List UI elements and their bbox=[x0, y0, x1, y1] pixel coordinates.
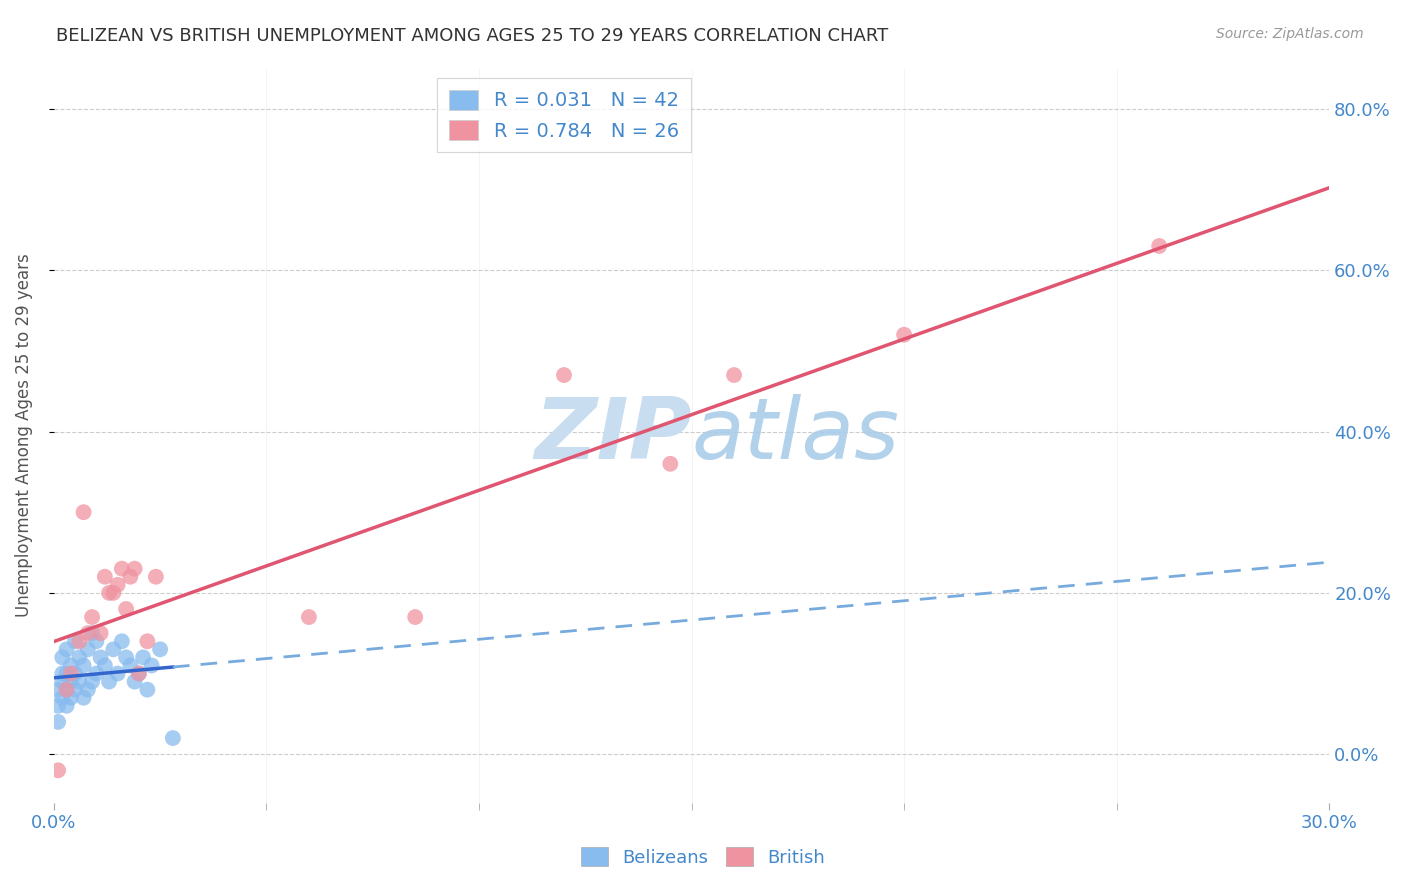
Point bbox=[94, 658, 117, 673]
Point bbox=[103, 642, 125, 657]
Point bbox=[63, 666, 86, 681]
Point bbox=[59, 658, 82, 673]
Point bbox=[55, 682, 77, 697]
Point bbox=[298, 610, 321, 624]
Point bbox=[76, 626, 98, 640]
Point bbox=[82, 626, 104, 640]
Point bbox=[90, 650, 112, 665]
Point bbox=[103, 586, 125, 600]
Point bbox=[90, 626, 112, 640]
Text: Source: ZipAtlas.com: Source: ZipAtlas.com bbox=[1216, 27, 1364, 41]
Point bbox=[63, 634, 86, 648]
Point bbox=[98, 674, 121, 689]
Point bbox=[46, 698, 69, 713]
Point bbox=[76, 682, 98, 697]
Point bbox=[723, 368, 745, 382]
Point bbox=[107, 578, 129, 592]
Point bbox=[404, 610, 426, 624]
Point bbox=[111, 562, 134, 576]
Point bbox=[115, 650, 138, 665]
Legend: R = 0.031   N = 42, R = 0.784   N = 26: R = 0.031 N = 42, R = 0.784 N = 26 bbox=[437, 78, 690, 153]
Point bbox=[94, 570, 117, 584]
Point bbox=[76, 642, 98, 657]
Point bbox=[1147, 239, 1170, 253]
Point bbox=[124, 674, 146, 689]
Point bbox=[111, 634, 134, 648]
Point bbox=[86, 634, 108, 648]
Point bbox=[659, 457, 682, 471]
Point bbox=[162, 731, 184, 745]
Point bbox=[72, 658, 94, 673]
Point bbox=[128, 666, 150, 681]
Point bbox=[63, 682, 86, 697]
Point bbox=[893, 327, 915, 342]
Text: atlas: atlas bbox=[692, 394, 900, 477]
Point bbox=[149, 642, 172, 657]
Legend: Belizeans, British: Belizeans, British bbox=[574, 840, 832, 874]
Y-axis label: Unemployment Among Ages 25 to 29 years: Unemployment Among Ages 25 to 29 years bbox=[15, 253, 32, 617]
Point bbox=[55, 642, 77, 657]
Point bbox=[86, 666, 108, 681]
Point bbox=[55, 666, 77, 681]
Point bbox=[120, 570, 142, 584]
Point bbox=[141, 658, 163, 673]
Point bbox=[136, 634, 159, 648]
Point bbox=[107, 666, 129, 681]
Point bbox=[51, 690, 73, 705]
Point bbox=[59, 674, 82, 689]
Point bbox=[46, 714, 69, 729]
Point bbox=[124, 562, 146, 576]
Point bbox=[51, 674, 73, 689]
Point bbox=[98, 586, 121, 600]
Point bbox=[115, 602, 138, 616]
Point bbox=[72, 505, 94, 519]
Point bbox=[145, 570, 167, 584]
Text: ZIP: ZIP bbox=[534, 394, 692, 477]
Point bbox=[553, 368, 575, 382]
Text: BELIZEAN VS BRITISH UNEMPLOYMENT AMONG AGES 25 TO 29 YEARS CORRELATION CHART: BELIZEAN VS BRITISH UNEMPLOYMENT AMONG A… bbox=[56, 27, 889, 45]
Point bbox=[132, 650, 155, 665]
Point bbox=[46, 764, 69, 778]
Point bbox=[67, 650, 90, 665]
Point bbox=[51, 650, 73, 665]
Point bbox=[67, 634, 90, 648]
Point bbox=[46, 682, 69, 697]
Point bbox=[82, 674, 104, 689]
Point bbox=[55, 682, 77, 697]
Point bbox=[120, 658, 142, 673]
Point bbox=[59, 690, 82, 705]
Point bbox=[59, 666, 82, 681]
Point bbox=[55, 698, 77, 713]
Point bbox=[128, 666, 150, 681]
Point bbox=[82, 610, 104, 624]
Point bbox=[136, 682, 159, 697]
Point bbox=[67, 674, 90, 689]
Point bbox=[51, 666, 73, 681]
Point bbox=[72, 690, 94, 705]
